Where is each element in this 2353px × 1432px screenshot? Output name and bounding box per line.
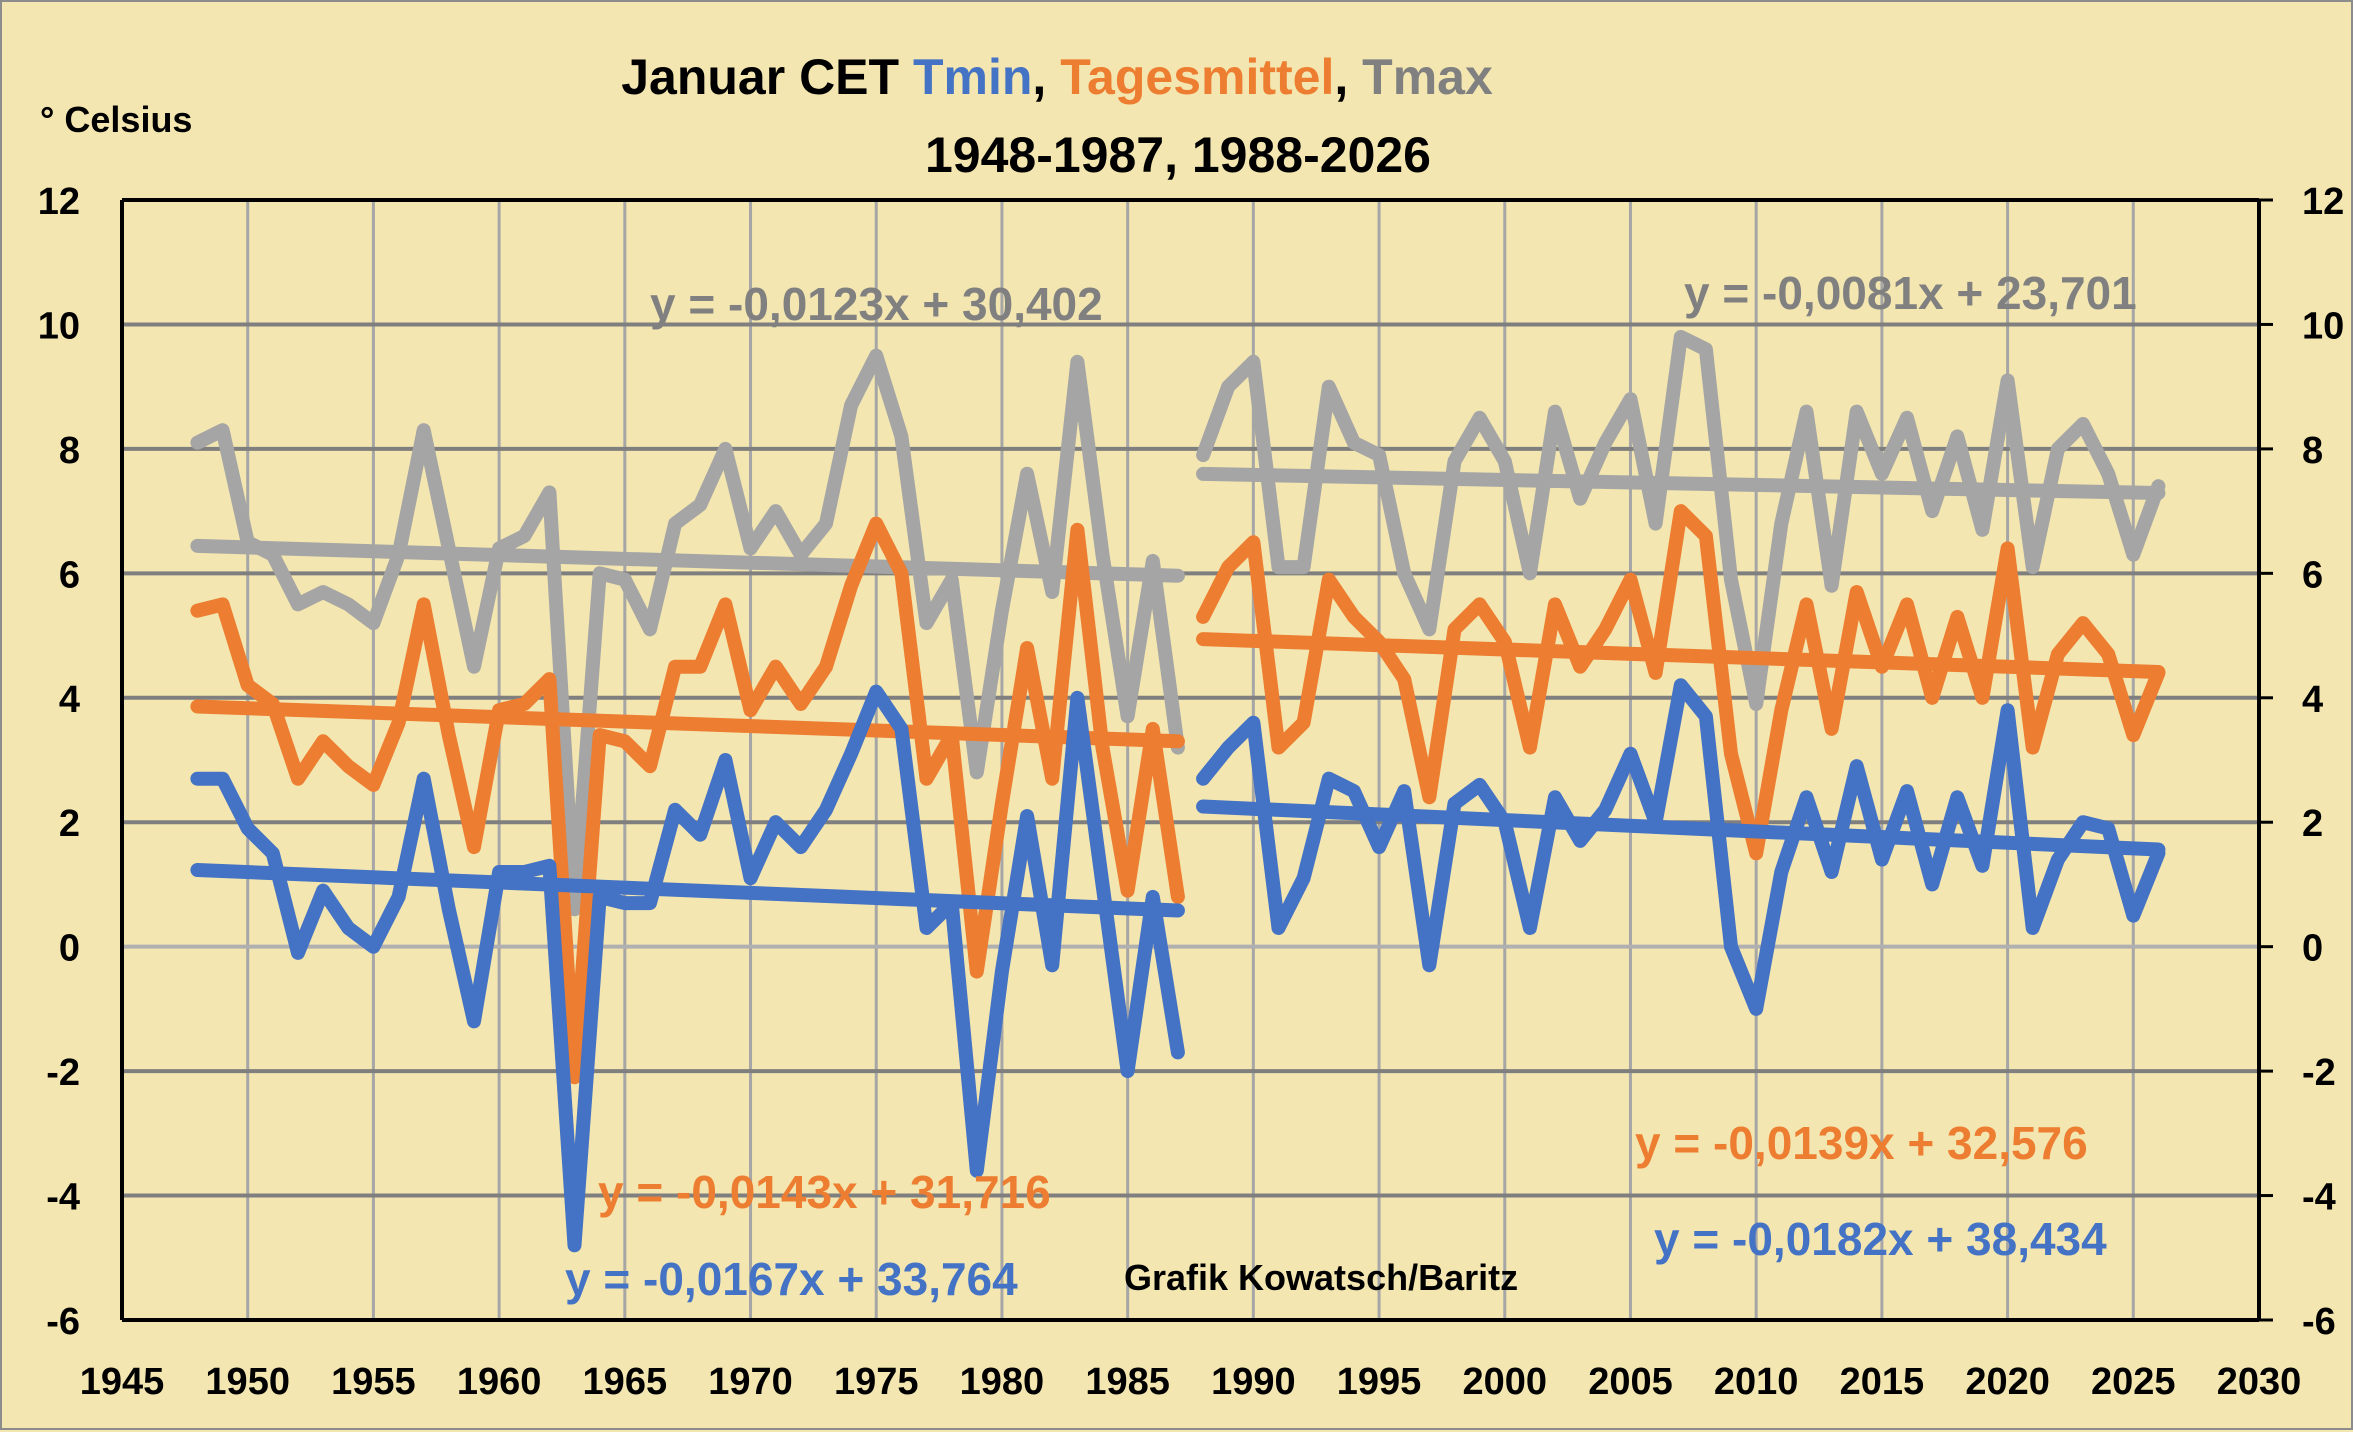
- x-tick-label: 2020: [1965, 1361, 2050, 1403]
- y-tick-label-right: 10: [2302, 305, 2344, 347]
- x-tick-label: 1950: [205, 1361, 290, 1403]
- x-tick-label: 1980: [960, 1361, 1045, 1403]
- trend-equation-tagesmittel-1988-2026: y = -0,0139x + 32,576: [1635, 1117, 2088, 1169]
- x-tick-label: 1965: [583, 1361, 668, 1403]
- credit-label: Grafik Kowatsch/Baritz: [1124, 1257, 1518, 1298]
- title-part-3: Tagesmittel: [1060, 49, 1334, 105]
- y-tick-label-right: 8: [2302, 430, 2323, 472]
- y-tick-label-left: -6: [46, 1301, 80, 1343]
- trend-line-tmax-1948-1987: [190, 538, 1185, 583]
- chart-subtitle: 1948-1987, 1988-2026: [925, 127, 1431, 183]
- x-tick-label: 2005: [1588, 1361, 1673, 1403]
- trend-equation-tmax-1988-2026: y = -0,0081x + 23,701: [1684, 267, 2137, 319]
- y-tick-label-left: 12: [38, 181, 80, 223]
- y-tick-label-right: 0: [2302, 928, 2323, 970]
- y-tick-label-right: 6: [2302, 554, 2323, 596]
- y-tick-label-left: 6: [59, 554, 80, 596]
- series-line-tagesmittel-1948-1987: [190, 516, 1185, 1085]
- trend-line-tmin-1988-2026: [1196, 799, 2166, 857]
- trend-line-tmax-1988-2026: [1196, 466, 2166, 501]
- series-line-tmin-1948-1987: [190, 684, 1185, 1253]
- y-tick-label-right: 4: [2302, 679, 2323, 721]
- x-tick-label: 1955: [331, 1361, 416, 1403]
- trend-line-tagesmittel-1948-1987: [190, 699, 1185, 749]
- x-tick-label: 1960: [457, 1361, 542, 1403]
- x-tick-label: 1995: [1337, 1361, 1422, 1403]
- x-tick-label: 2010: [1714, 1361, 1799, 1403]
- x-tick-label: 1985: [1085, 1361, 1170, 1403]
- trend-equation-tmax-1948-1987: y = -0,0123x + 30,402: [650, 278, 1103, 330]
- y-tick-label-right: 2: [2302, 803, 2323, 845]
- title-part-5: Tmax: [1362, 49, 1493, 105]
- series-line-tmax-1988-2026: [1196, 329, 2166, 711]
- y-tick-label-left: 8: [59, 430, 80, 472]
- x-tick-label: 2000: [1462, 1361, 1547, 1403]
- title-part-4: ,: [1334, 49, 1362, 105]
- x-tick-label: 1970: [708, 1361, 793, 1403]
- trend-equation-tmin-1988-2026: y = -0,0182x + 38,434: [1654, 1213, 2107, 1265]
- x-tick-label: 1990: [1211, 1361, 1296, 1403]
- series-line-tagesmittel-1988-2026: [1196, 504, 2166, 861]
- x-tick-label: 2015: [1840, 1361, 1925, 1403]
- trend-line-tmin-1948-1987: [190, 862, 1185, 918]
- y-tick-label-left: -4: [46, 1177, 80, 1219]
- y-tick-label-left: -2: [46, 1052, 80, 1094]
- x-tick-label: 1975: [834, 1361, 919, 1403]
- y-tick-label-right: -2: [2302, 1052, 2336, 1094]
- y-tick-label-left: 4: [59, 679, 80, 721]
- title-part-2: ,: [1032, 49, 1060, 105]
- title-part-0: Januar CET: [621, 49, 913, 105]
- x-tick-label: 2030: [2217, 1361, 2302, 1403]
- gridlines: [122, 200, 2259, 1320]
- y-tick-label-right: 12: [2302, 181, 2344, 223]
- x-tick-label: 2025: [2091, 1361, 2176, 1403]
- y-tick-label-right: -6: [2302, 1301, 2336, 1343]
- trend-equation-tmin-1948-1987: y = -0,0167x + 33,764: [565, 1253, 1018, 1305]
- y-tick-label-left: 2: [59, 803, 80, 845]
- labels: Januar CET Tmin, Tagesmittel, Tmax 1948-…: [40, 49, 2137, 1305]
- series-line-tmax-1948-1987: [190, 348, 1185, 917]
- trend-line-tagesmittel-1988-2026: [1196, 632, 2166, 679]
- y-tick-label-left: 0: [59, 928, 80, 970]
- chart-title: Januar CET Tmin, Tagesmittel, Tmax: [621, 49, 1493, 105]
- y-axis-label: ° Celsius: [40, 99, 192, 140]
- x-tick-label: 1945: [80, 1361, 165, 1403]
- trend-equation-tagesmittel-1948-1987: y = -0,0143x + 31,716: [598, 1166, 1051, 1218]
- title-part-1: Tmin: [913, 49, 1032, 105]
- y-tick-label-right: -4: [2302, 1177, 2336, 1219]
- series-layer: [190, 329, 2166, 1253]
- y-tick-label-left: 10: [38, 305, 80, 347]
